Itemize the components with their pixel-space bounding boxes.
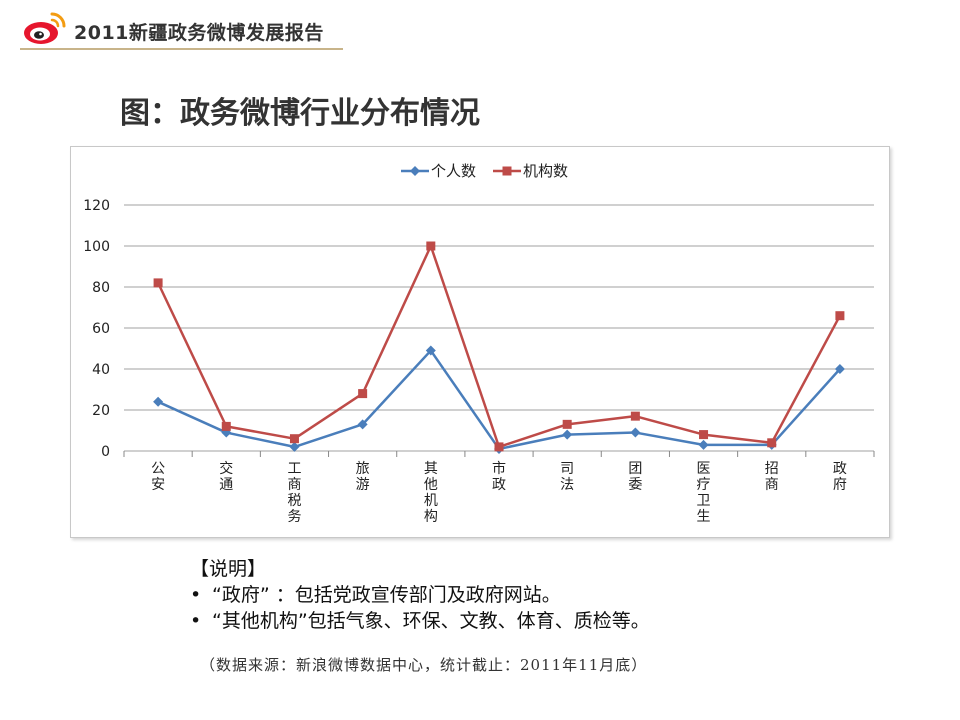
data-point [425,345,436,356]
note-item: • “政府” ：包括党政宣传部门及政府网站。 [190,582,650,608]
series-line [157,349,841,451]
x-tick-label: 税 [287,493,301,509]
x-tick-label: 机 [424,493,438,509]
data-point [698,439,709,450]
x-tick-label: 府 [833,477,847,493]
note-item: • “其他机构”包括气象、环保、文教、体育、质检等。 [190,608,650,634]
x-tick-label: 构 [424,509,438,525]
x-tick-label: 商 [287,477,301,493]
y-tick-label: 120 [83,198,110,214]
x-tick-label: 生 [697,509,711,525]
page-title: 图：政务微博行业分布情况 [120,96,480,131]
y-tick-label: 0 [101,444,110,460]
notes-heading: 【说明】 [190,558,267,580]
x-tick-label: 其 [424,461,438,477]
data-point [494,442,504,452]
x-tick-label: 工 [287,461,301,477]
data-point [630,411,640,421]
header: 2011新疆政务微博发展报告 [0,0,960,56]
y-tick-label: 80 [92,280,110,296]
legend-marker [410,166,420,176]
x-tick-label: 司 [560,461,574,477]
x-tick-label: 市 [492,460,506,477]
y-tick-label: 20 [92,403,110,419]
x-tick-label: 他 [424,477,438,493]
notes: 【说明】 • “政府” ：包括党政宣传部门及政府网站。 • “其他机构”包括气象、环… [190,556,650,634]
x-tick-label: 委 [628,477,642,493]
x-tick-label: 务 [287,509,301,525]
x-tick-label: 法 [560,477,574,493]
x-tick-label: 商 [765,477,779,493]
data-point [767,438,777,448]
x-tick-label: 公 [151,461,165,477]
bullet-icon: • [190,584,202,606]
weibo-logo-icon [24,12,66,44]
x-tick-label: 游 [356,477,370,493]
data-point [426,241,436,251]
data-point [562,419,572,429]
x-tick-label: 团 [628,461,642,477]
x-tick-label: 疗 [697,477,711,493]
y-tick-label: 100 [83,239,110,255]
legend-label: 个人数 [431,162,476,180]
data-point [835,311,845,321]
y-tick-label: 40 [92,362,110,378]
data-point [699,430,709,440]
legend-label: 机构数 [523,162,568,180]
header-divider [20,48,343,50]
note-text: “其他机构”包括气象、环保、文教、体育、质检等。 [212,610,650,632]
series-line [156,244,842,449]
data-point [221,421,231,431]
data-point [562,429,573,440]
data-point [834,364,845,374]
y-tick-label: 60 [92,321,110,337]
bullet-icon: • [190,610,202,632]
chart-frame: 0 20 40 60 80 100 120 公安交通工商税务旅游其他机构市政司法团委医疗卫生招… [70,146,890,538]
data-point [153,278,163,288]
x-tick-label: 旅 [356,461,370,477]
x-tick-label: 医 [697,461,711,477]
legend-marker [502,166,512,176]
x-tick-label: 安 [151,477,165,493]
x-tick-label: 招 [765,461,779,477]
x-tick-label: 通 [219,477,233,493]
data-point [289,441,300,452]
x-tick-label: 卫 [697,493,711,509]
data-point [153,396,164,407]
data-point [357,419,368,430]
data-point [358,389,368,399]
line-chart: 020406080100120公安交通工商税务旅游其他机构市政司法团委医疗卫生招… [83,162,875,525]
note-text: “政府” ：包括党政宣传部门及政府网站。 [212,584,561,606]
x-tick-label: 交 [219,460,233,477]
data-point [630,427,641,438]
report-title: 2011新疆政务微博发展报告 [74,22,324,44]
x-tick-label: 政 [492,477,506,493]
data-source: （数据来源：新浪微博数据中心，统计截止：2011年11月底） [200,656,648,674]
x-tick-label: 政 [833,461,847,477]
data-point [289,434,299,444]
